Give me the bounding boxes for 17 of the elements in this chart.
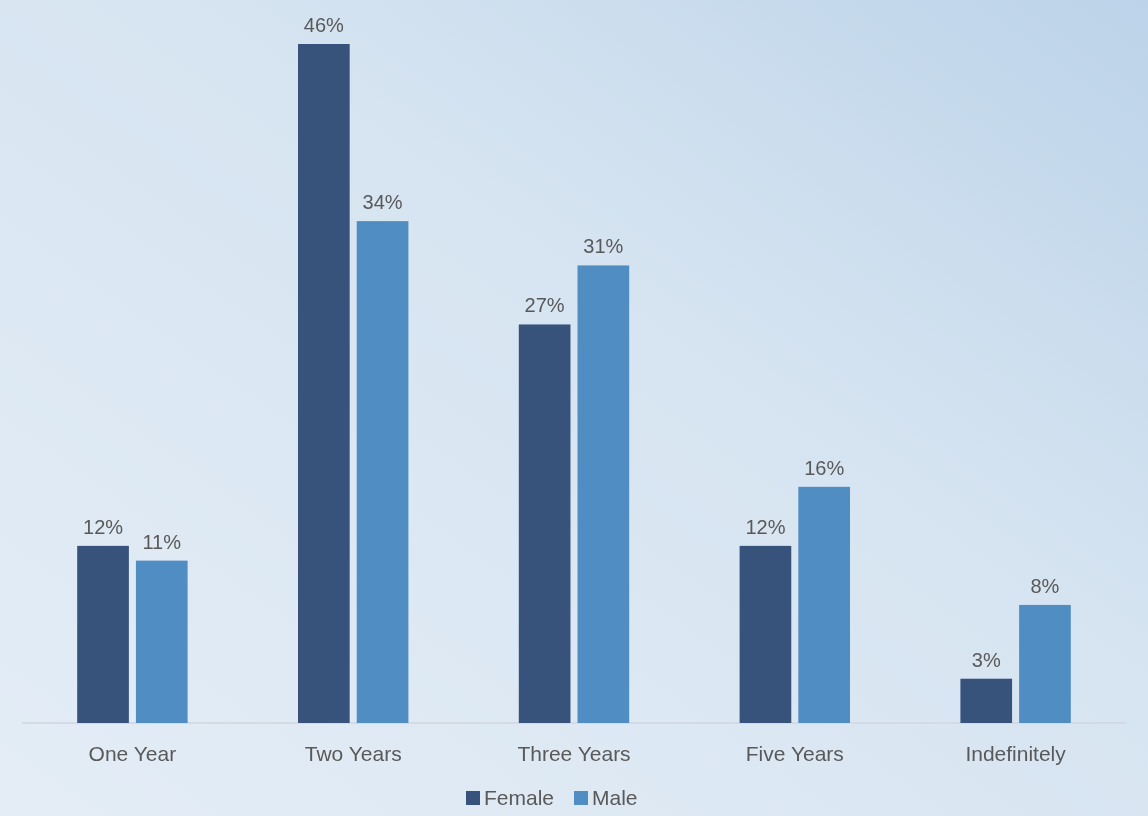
data-label: 11% — [142, 530, 182, 553]
x-tick-label: Three Years — [517, 742, 631, 765]
data-label: 16% — [804, 456, 845, 479]
x-tick-label: Two Years — [304, 742, 402, 765]
x-tick-label: One Year — [88, 742, 177, 765]
data-label: 31% — [583, 235, 624, 258]
data-label: 46% — [303, 14, 345, 36]
x-tick-label: Indefinitely — [965, 742, 1067, 765]
data-label: 34% — [362, 191, 403, 214]
data-label: 3% — [971, 648, 1001, 671]
data-label: 12% — [83, 515, 124, 538]
legend-label: Male — [592, 786, 638, 809]
legend-label: Female — [484, 786, 555, 809]
data-label: 12% — [745, 515, 786, 538]
x-tick-label: Five Years — [745, 742, 844, 765]
data-label: 8% — [1030, 574, 1060, 597]
data-label: 27% — [524, 294, 565, 317]
